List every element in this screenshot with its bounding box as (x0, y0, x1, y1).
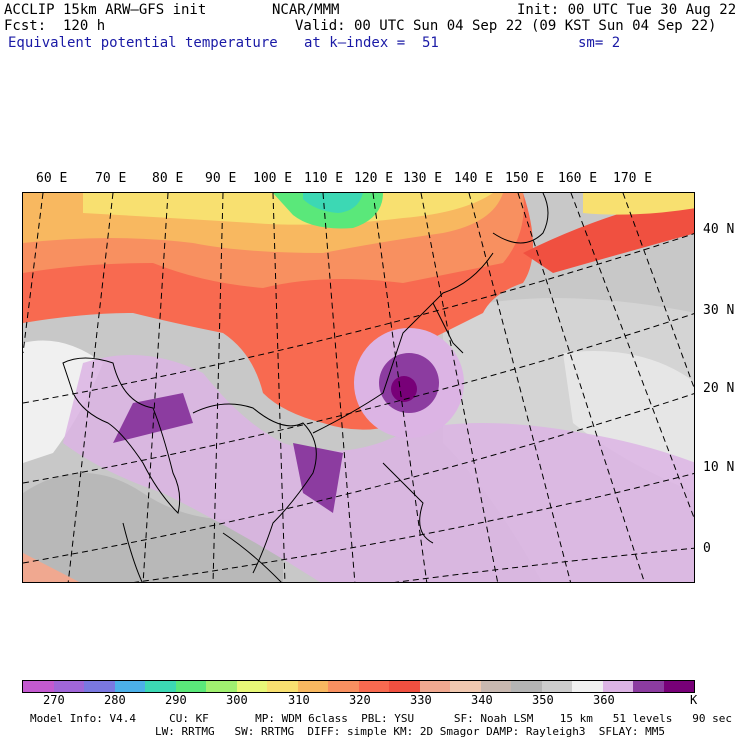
model-info-line1: Model Info: V4.4 CU: KF MP: WDM 6class P… (30, 712, 732, 725)
colorbar-swatch (328, 681, 359, 692)
colorbar-swatch (450, 681, 481, 692)
colorbar-swatch (602, 681, 633, 692)
center-name: NCAR/MMM (272, 2, 340, 18)
lon-label: 160 E (558, 171, 598, 186)
colorbar-swatch (480, 681, 511, 692)
colorbar (22, 680, 695, 693)
lon-label: 170 E (613, 171, 653, 186)
lat-label: 40 N (703, 222, 735, 237)
colorbar-swatch (114, 681, 145, 692)
colorbar-tick: 280 (104, 693, 126, 707)
colorbar-tick: 290 (165, 693, 187, 707)
field-patch (23, 473, 283, 582)
model-title: ACCLIP 15km ARW–GFS init (4, 2, 207, 18)
colorbar-tick: 340 (471, 693, 493, 707)
lon-label: 100 E (253, 171, 293, 186)
lon-label: 60 E (36, 171, 68, 186)
colorbar-tick: 350 (532, 693, 554, 707)
colorbar-swatch (633, 681, 664, 692)
moist-core (293, 443, 343, 513)
lon-label: 150 E (505, 171, 545, 186)
lat-label: 20 N (703, 381, 735, 396)
smoothing: sm= 2 (578, 35, 621, 51)
moist-core (113, 393, 193, 443)
colorbar-swatch (389, 681, 420, 692)
lat-label: 30 N (703, 303, 735, 318)
lat-label: 0 (703, 541, 711, 556)
colorbar-tick: 320 (349, 693, 371, 707)
colorbar-swatch (358, 681, 389, 692)
colorbar-swatch (511, 681, 542, 692)
cool-region (303, 193, 363, 213)
lon-label: 90 E (205, 171, 237, 186)
moist-region (63, 355, 694, 582)
colorbar-swatch (84, 681, 115, 692)
colorbar-tick: 360 (593, 693, 615, 707)
colorbar-swatch (297, 681, 328, 692)
model-info-line2: LW: RRTMG SW: RRTMG DIFF: simple KM: 2D … (155, 725, 665, 738)
lon-label: 80 E (152, 171, 184, 186)
graticule (23, 193, 694, 582)
colorbar-swatch (572, 681, 603, 692)
colorbar-swatch (145, 681, 176, 692)
level-index: at k–index = 51 (304, 35, 439, 51)
colorbar-tick: 270 (43, 693, 65, 707)
lon-label: 120 E (354, 171, 394, 186)
colorbar-swatch (175, 681, 206, 692)
colorbar-swatch (419, 681, 450, 692)
map-canvas (23, 193, 694, 582)
init-time: Init: 00 UTC Tue 30 Aug 22 (517, 2, 737, 18)
colorbar-tick: 330 (410, 693, 432, 707)
typhoon-core (391, 376, 417, 402)
coastlines (62, 193, 549, 582)
lon-label: 70 E (95, 171, 127, 186)
colorbar-tick: 310 (288, 693, 310, 707)
forecast-hour: Fcst: 120 h (4, 18, 106, 34)
valid-time: Valid: 00 UTC Sun 04 Sep 22 (09 KST Sun … (295, 18, 717, 34)
warm-region (583, 193, 694, 215)
colorbar-swatch (236, 681, 267, 692)
field-name: Equivalent potential temperature (8, 35, 278, 51)
lon-label: 140 E (454, 171, 494, 186)
colorbar-swatch (663, 681, 694, 692)
colorbar-swatch (541, 681, 572, 692)
colorbar-swatch (267, 681, 298, 692)
colorbar-tick: 300 (226, 693, 248, 707)
colorbar-swatch (53, 681, 84, 692)
theta-e-map (22, 192, 695, 583)
lon-label: 130 E (403, 171, 443, 186)
lon-label: 110 E (304, 171, 344, 186)
colorbar-unit: K (690, 693, 698, 707)
lat-label: 10 N (703, 460, 735, 475)
colorbar-swatch (23, 681, 54, 692)
colorbar-swatch (206, 681, 237, 692)
